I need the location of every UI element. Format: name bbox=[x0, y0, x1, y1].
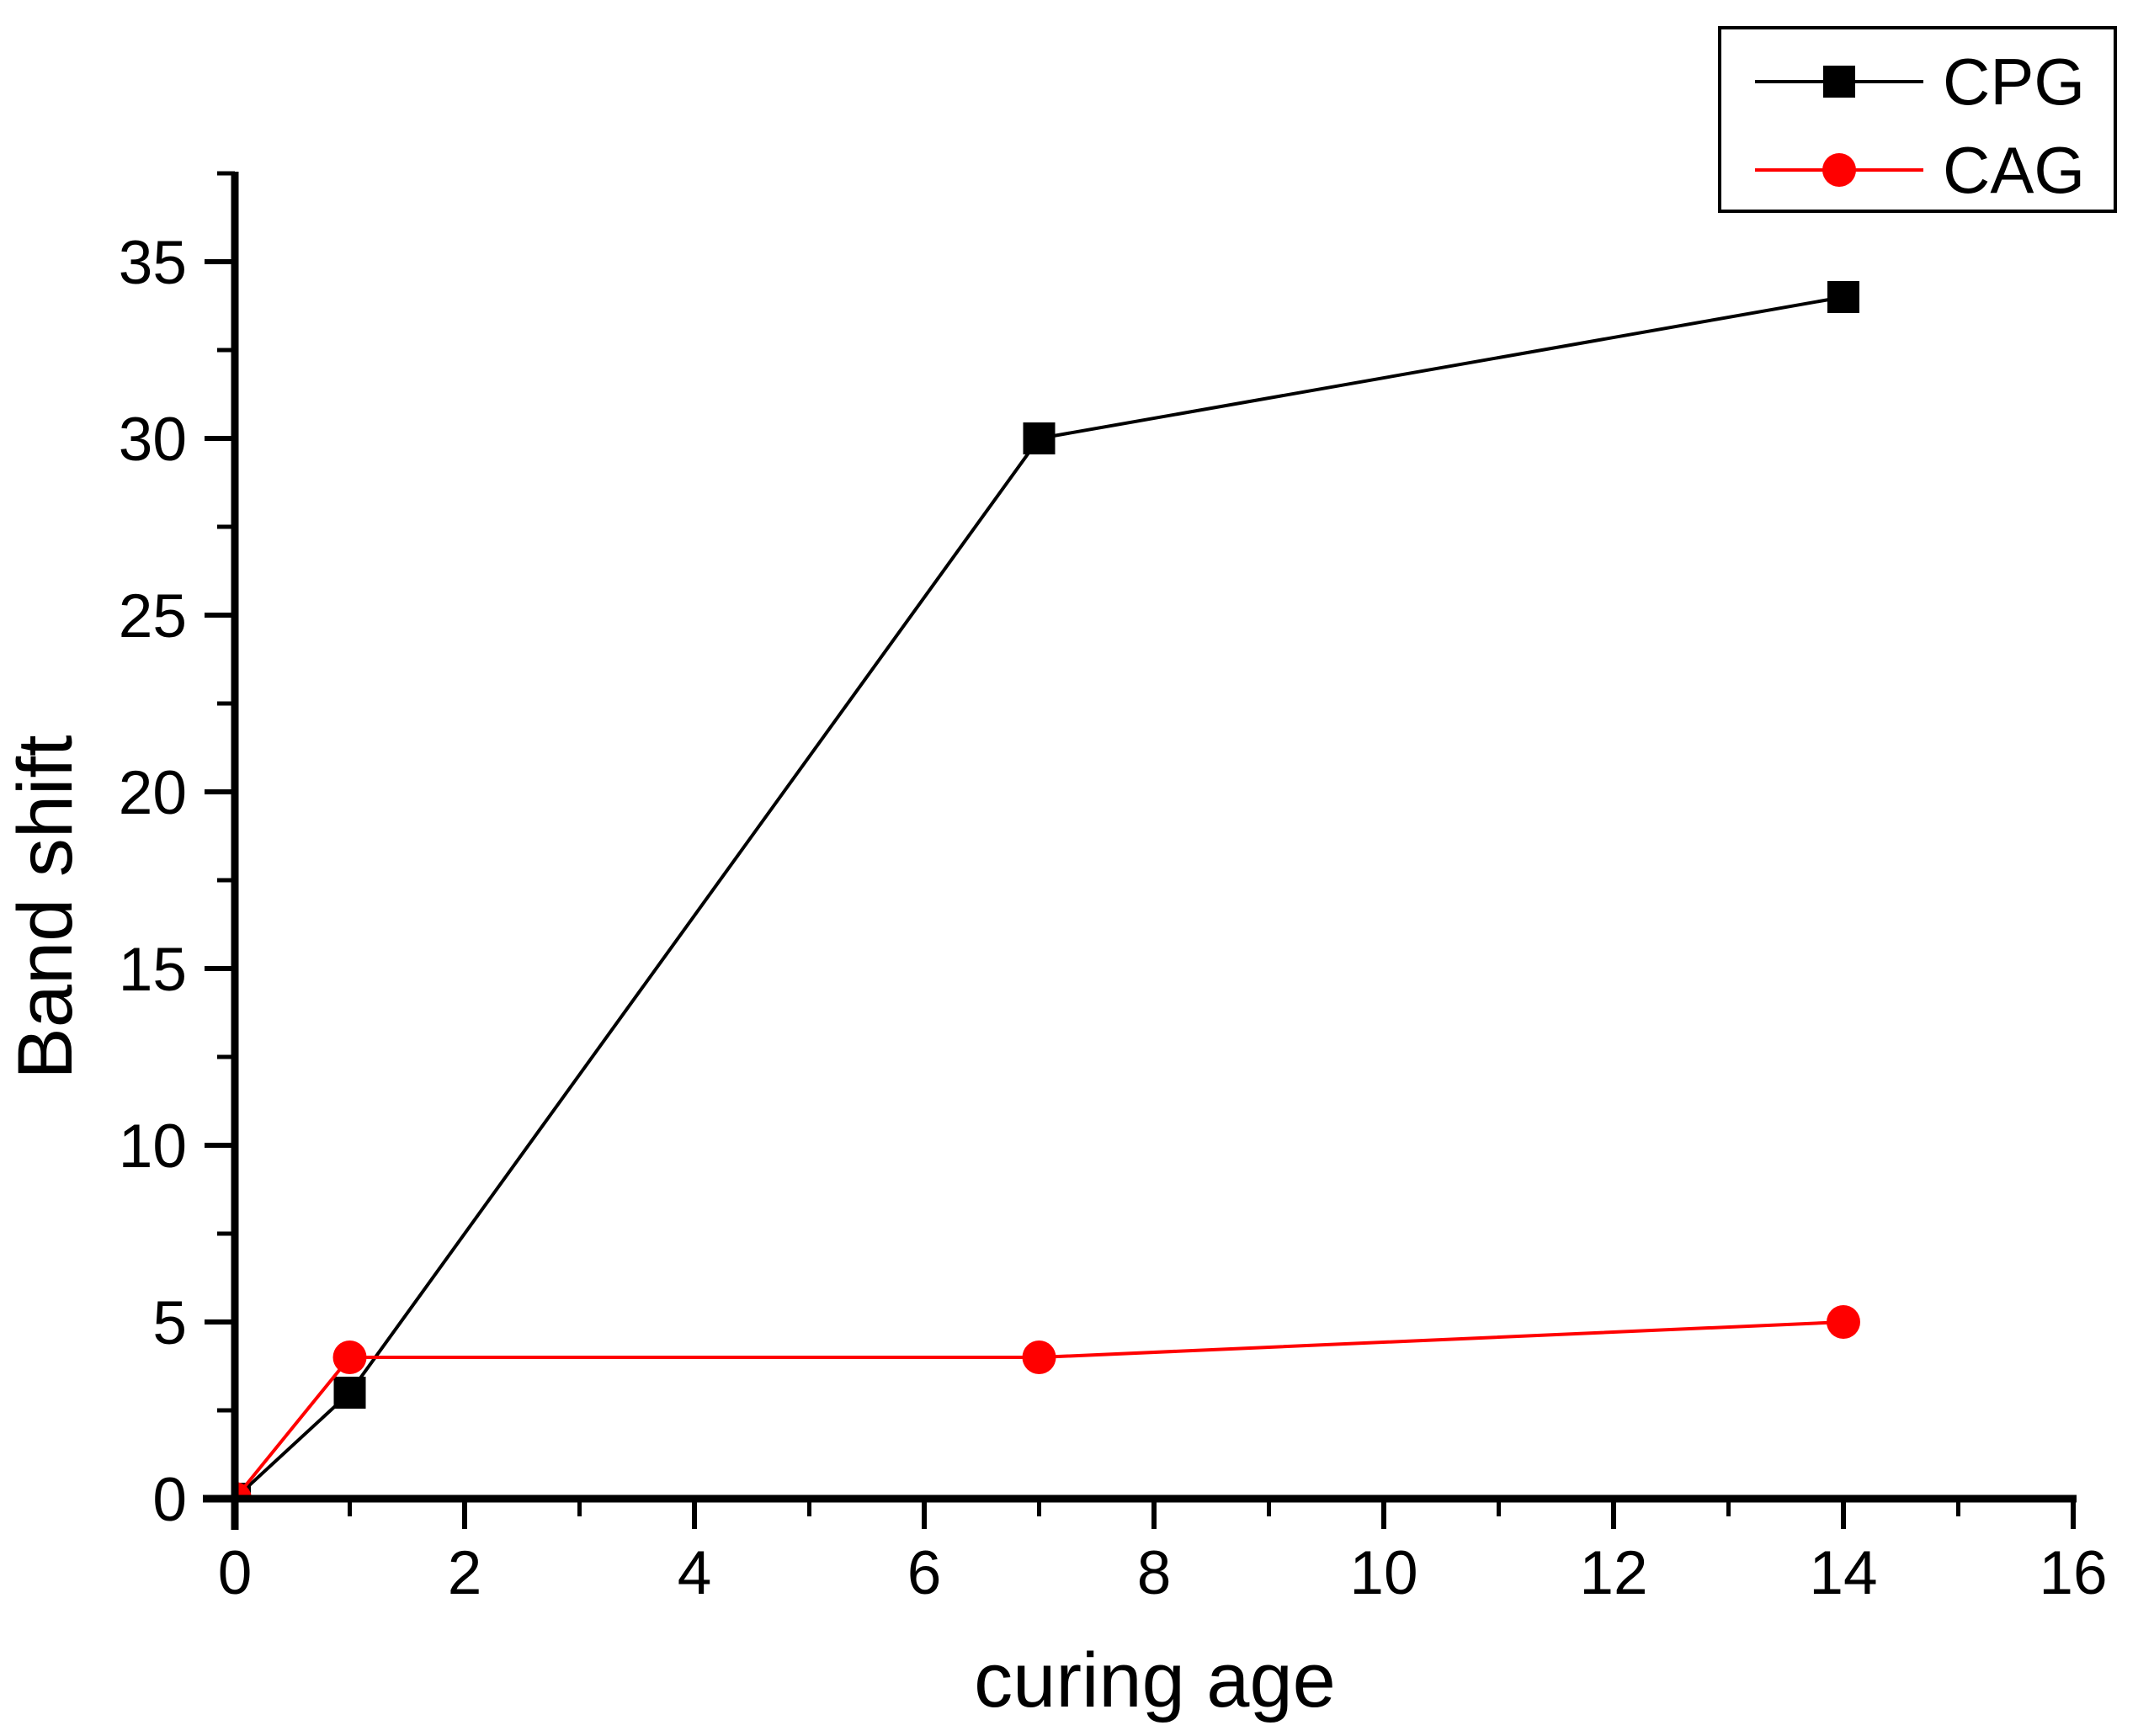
series-line-cpg bbox=[235, 295, 1844, 1499]
labels-layer: 0 2 4 6 8 10 12 14 16 0 5 10 15 20 25 30 35 curing age Ban… bbox=[3, 229, 2108, 1723]
series-cpg bbox=[235, 281, 1859, 1499]
legend-label: CAG bbox=[1943, 133, 2085, 207]
y-tick-label: 35 bbox=[119, 229, 187, 297]
y-tick-label: 15 bbox=[119, 936, 187, 1004]
legend-entry-cag: CAG bbox=[1755, 133, 2085, 207]
legend-marker-circle bbox=[1822, 153, 1856, 187]
y-axis-title: Band shift bbox=[3, 735, 88, 1079]
series-layer bbox=[235, 281, 1860, 1499]
data-point-marker bbox=[332, 1340, 367, 1374]
data-point-marker bbox=[1022, 1340, 1056, 1374]
series-cag bbox=[235, 1305, 1860, 1499]
data-point-marker bbox=[1023, 422, 1056, 454]
legend-label: CPG bbox=[1943, 45, 2085, 119]
series-line-cag bbox=[235, 1320, 1844, 1499]
legend-box bbox=[1718, 26, 2117, 213]
x-tick-label: 10 bbox=[1349, 1539, 1417, 1607]
x-tick-label: 4 bbox=[678, 1539, 712, 1607]
x-tick-label: 0 bbox=[218, 1539, 253, 1607]
legend-entry-cpg: CPG bbox=[1755, 45, 2085, 119]
y-tick-label: 5 bbox=[152, 1289, 187, 1357]
y-tick-label: 30 bbox=[119, 406, 187, 474]
x-tick-label: 16 bbox=[2039, 1539, 2107, 1607]
x-tick-label: 2 bbox=[448, 1539, 482, 1607]
axes-layer bbox=[203, 171, 2077, 1530]
x-tick-label: 14 bbox=[1809, 1539, 1877, 1607]
y-tick-label: 0 bbox=[152, 1466, 187, 1534]
data-point-marker bbox=[235, 1482, 252, 1499]
y-tick-label: 10 bbox=[119, 1112, 187, 1181]
x-tick-label: 6 bbox=[907, 1539, 942, 1607]
x-tick-label: 12 bbox=[1579, 1539, 1647, 1607]
data-point-marker bbox=[333, 1377, 366, 1409]
x-axis-title: curing age bbox=[974, 1638, 1336, 1723]
data-point-marker bbox=[1827, 1305, 1860, 1339]
legend: CPG CAG bbox=[1718, 26, 2117, 213]
y-tick-label: 20 bbox=[119, 759, 187, 827]
y-tick-label: 25 bbox=[119, 582, 187, 650]
legend-marker-square bbox=[1823, 66, 1855, 98]
x-tick-label: 8 bbox=[1137, 1539, 1172, 1607]
data-point-marker bbox=[1827, 281, 1859, 313]
